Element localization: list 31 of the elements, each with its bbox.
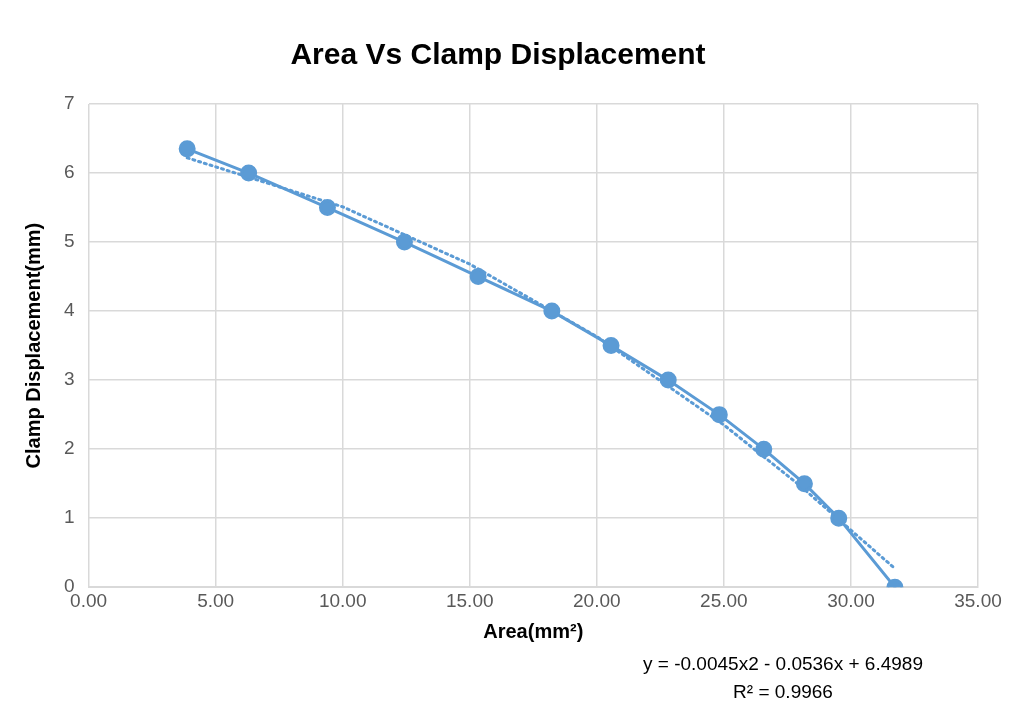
y-tick-label: 4 [63,299,75,321]
point [830,509,848,527]
point [395,233,413,251]
y-axis-title: Clamp Displacement(mm) [21,222,44,469]
y-tick-label: 2 [63,437,75,459]
point [710,406,728,424]
point [240,164,258,182]
point [543,302,561,320]
x-tick-label: 10.00 [318,589,367,611]
x-tick-label: 5.00 [197,589,235,611]
y-tick-label: 1 [63,506,75,528]
point [659,371,677,389]
point [602,337,620,355]
y-tick-label: 5 [63,230,75,252]
point [178,140,196,158]
x-tick-label: 35.00 [954,589,1002,611]
point [469,268,487,286]
point [318,199,336,217]
x-tick-label: 20.00 [573,589,621,611]
chart-title: Area Vs Clamp Displacement [290,37,706,71]
x-tick-label: 25.00 [700,589,748,611]
x-tick-label: 15.00 [445,589,494,611]
y-tick-label: 3 [63,368,75,390]
x-tick-label: 30.00 [827,589,875,611]
text: y = -0.0045x2 - 0.0536x + 6.4989 [643,653,923,674]
point [755,440,773,458]
x-axis-title: Area(mm²) [483,619,584,642]
y-tick-label: 7 [63,92,75,114]
point [795,475,813,493]
text: R² = 0.9966 [733,681,833,702]
y-tick-label: 6 [63,161,75,183]
